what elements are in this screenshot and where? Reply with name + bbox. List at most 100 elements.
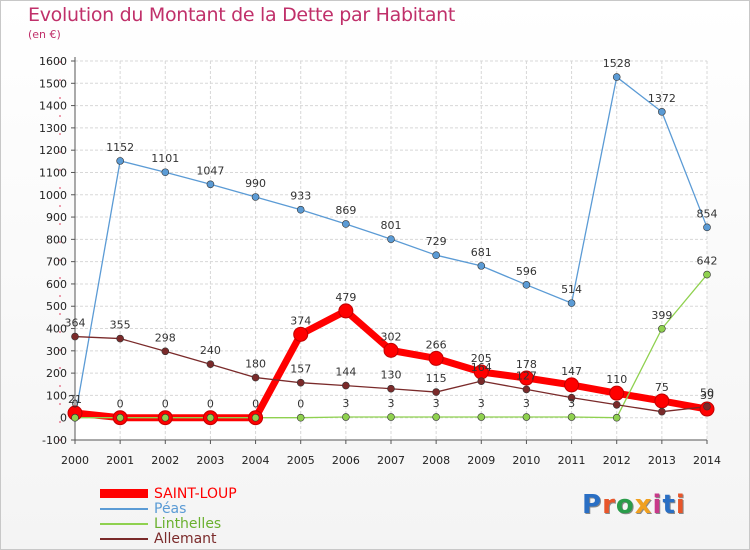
y-tick-label: 300 [46,345,67,358]
series-point-péas [658,108,666,116]
data-label: 144 [335,366,356,379]
series-point-allemant [658,407,666,416]
series-point-linthelles [567,413,576,421]
data-label: 205 [471,352,492,365]
data-label: 0 [252,398,259,411]
series-point-péas [432,251,440,259]
data-label: 110 [606,373,627,386]
data-label: 681 [471,246,492,259]
y-tick-label: 1100 [39,166,67,179]
legend-entry: Linthelles [100,515,237,532]
data-label: 0 [72,398,79,411]
y-tick-label: 800 [46,233,67,246]
data-label: 729 [426,235,447,248]
series-point-saint-loup [383,342,399,358]
legend-label: SAINT-LOUP [154,485,237,502]
legend-label: Linthelles [154,515,222,532]
legend-label: Péas [154,500,187,517]
series-point-allemant [567,393,576,402]
y-tick-label: 1500 [39,77,67,90]
series-point-saint-loup [293,326,309,342]
series-point-allemant [296,378,305,387]
series-point-péas [296,205,305,214]
y-tick-label: 500 [46,300,67,313]
y-tick-label: -100 [42,434,67,447]
legend-swatch [100,507,148,510]
series-point-péas [342,220,350,228]
proxiti-logo: Proxiti [582,490,686,520]
series-point-péas [522,281,531,289]
x-tick-label: 2007 [377,454,405,467]
series-point-péas [251,193,260,201]
legend-swatch [100,489,148,498]
data-label: 0 [297,398,304,411]
x-tick-label: 2000 [61,454,89,467]
x-tick-label: 2009 [467,454,495,467]
y-tick-label: 1000 [39,189,67,202]
series-point-saint-loup [428,350,444,366]
series-point-allemant [522,385,531,394]
data-label: 990 [245,177,266,190]
data-label: 374 [290,314,311,327]
data-label: 0 [162,398,169,411]
series-point-linthelles [71,413,79,422]
y-tick-label: 1300 [39,122,67,135]
data-label: 514 [561,283,582,296]
chart-legend: SAINT-LOUP Péas Linthelles Allemant [100,485,237,547]
data-label: 3 [478,397,485,410]
data-label: 21 [68,393,82,406]
series-point-allemant [116,334,124,343]
data-label: 130 [381,369,402,382]
data-label: 1528 [603,57,631,70]
legend-label: Allemant [154,530,217,547]
legend-swatch [100,522,148,525]
data-label: 266 [426,338,447,351]
series-point-saint-loup [518,370,534,386]
x-tick-label: 2010 [512,454,540,467]
data-label: 3 [523,397,530,410]
data-label: 178 [516,358,537,371]
data-label: 642 [697,255,718,268]
data-label: 127 [516,369,537,382]
y-tick-label: 900 [46,211,67,224]
series-point-linthelles [206,413,215,422]
data-label: 933 [290,190,311,203]
series-point-linthelles [703,270,711,279]
series-point-péas [612,73,621,81]
series-point-allemant [206,360,215,369]
data-label: 355 [110,319,131,332]
x-tick-label: 2011 [558,454,586,467]
data-label: 147 [561,365,582,378]
x-tick-label: 2013 [648,454,676,467]
series-point-linthelles [161,413,170,422]
data-label: 240 [200,344,221,357]
chart-title: Evolution du Montant de la Dette par Hab… [28,4,456,26]
y-tick-label: 1600 [39,55,67,68]
series-point-linthelles [477,413,486,421]
series-point-saint-loup [609,385,625,401]
y-tick-label: 700 [46,256,67,269]
legend-swatch [100,537,148,540]
series-point-saint-loup [654,393,670,409]
x-tick-label: 2014 [693,454,721,467]
y-tick-label: 400 [46,323,67,336]
series-point-saint-loup [338,303,354,319]
x-tick-label: 2012 [603,454,631,467]
series-point-linthelles [342,413,350,421]
x-tick-label: 2006 [332,454,360,467]
series-point-linthelles [116,413,124,422]
series-point-linthelles [251,413,260,422]
data-label: 596 [516,265,537,278]
series-point-allemant [342,381,350,390]
data-label: 164 [471,361,492,374]
series-point-linthelles [432,413,440,421]
data-label: 3 [388,397,395,410]
series-point-péas [703,223,711,232]
data-label: 869 [335,204,356,217]
data-label: 180 [245,358,266,371]
data-label: 302 [381,330,402,343]
series-point-péas [567,299,576,307]
data-label: 39 [700,389,714,402]
series-point-péas [477,262,486,270]
